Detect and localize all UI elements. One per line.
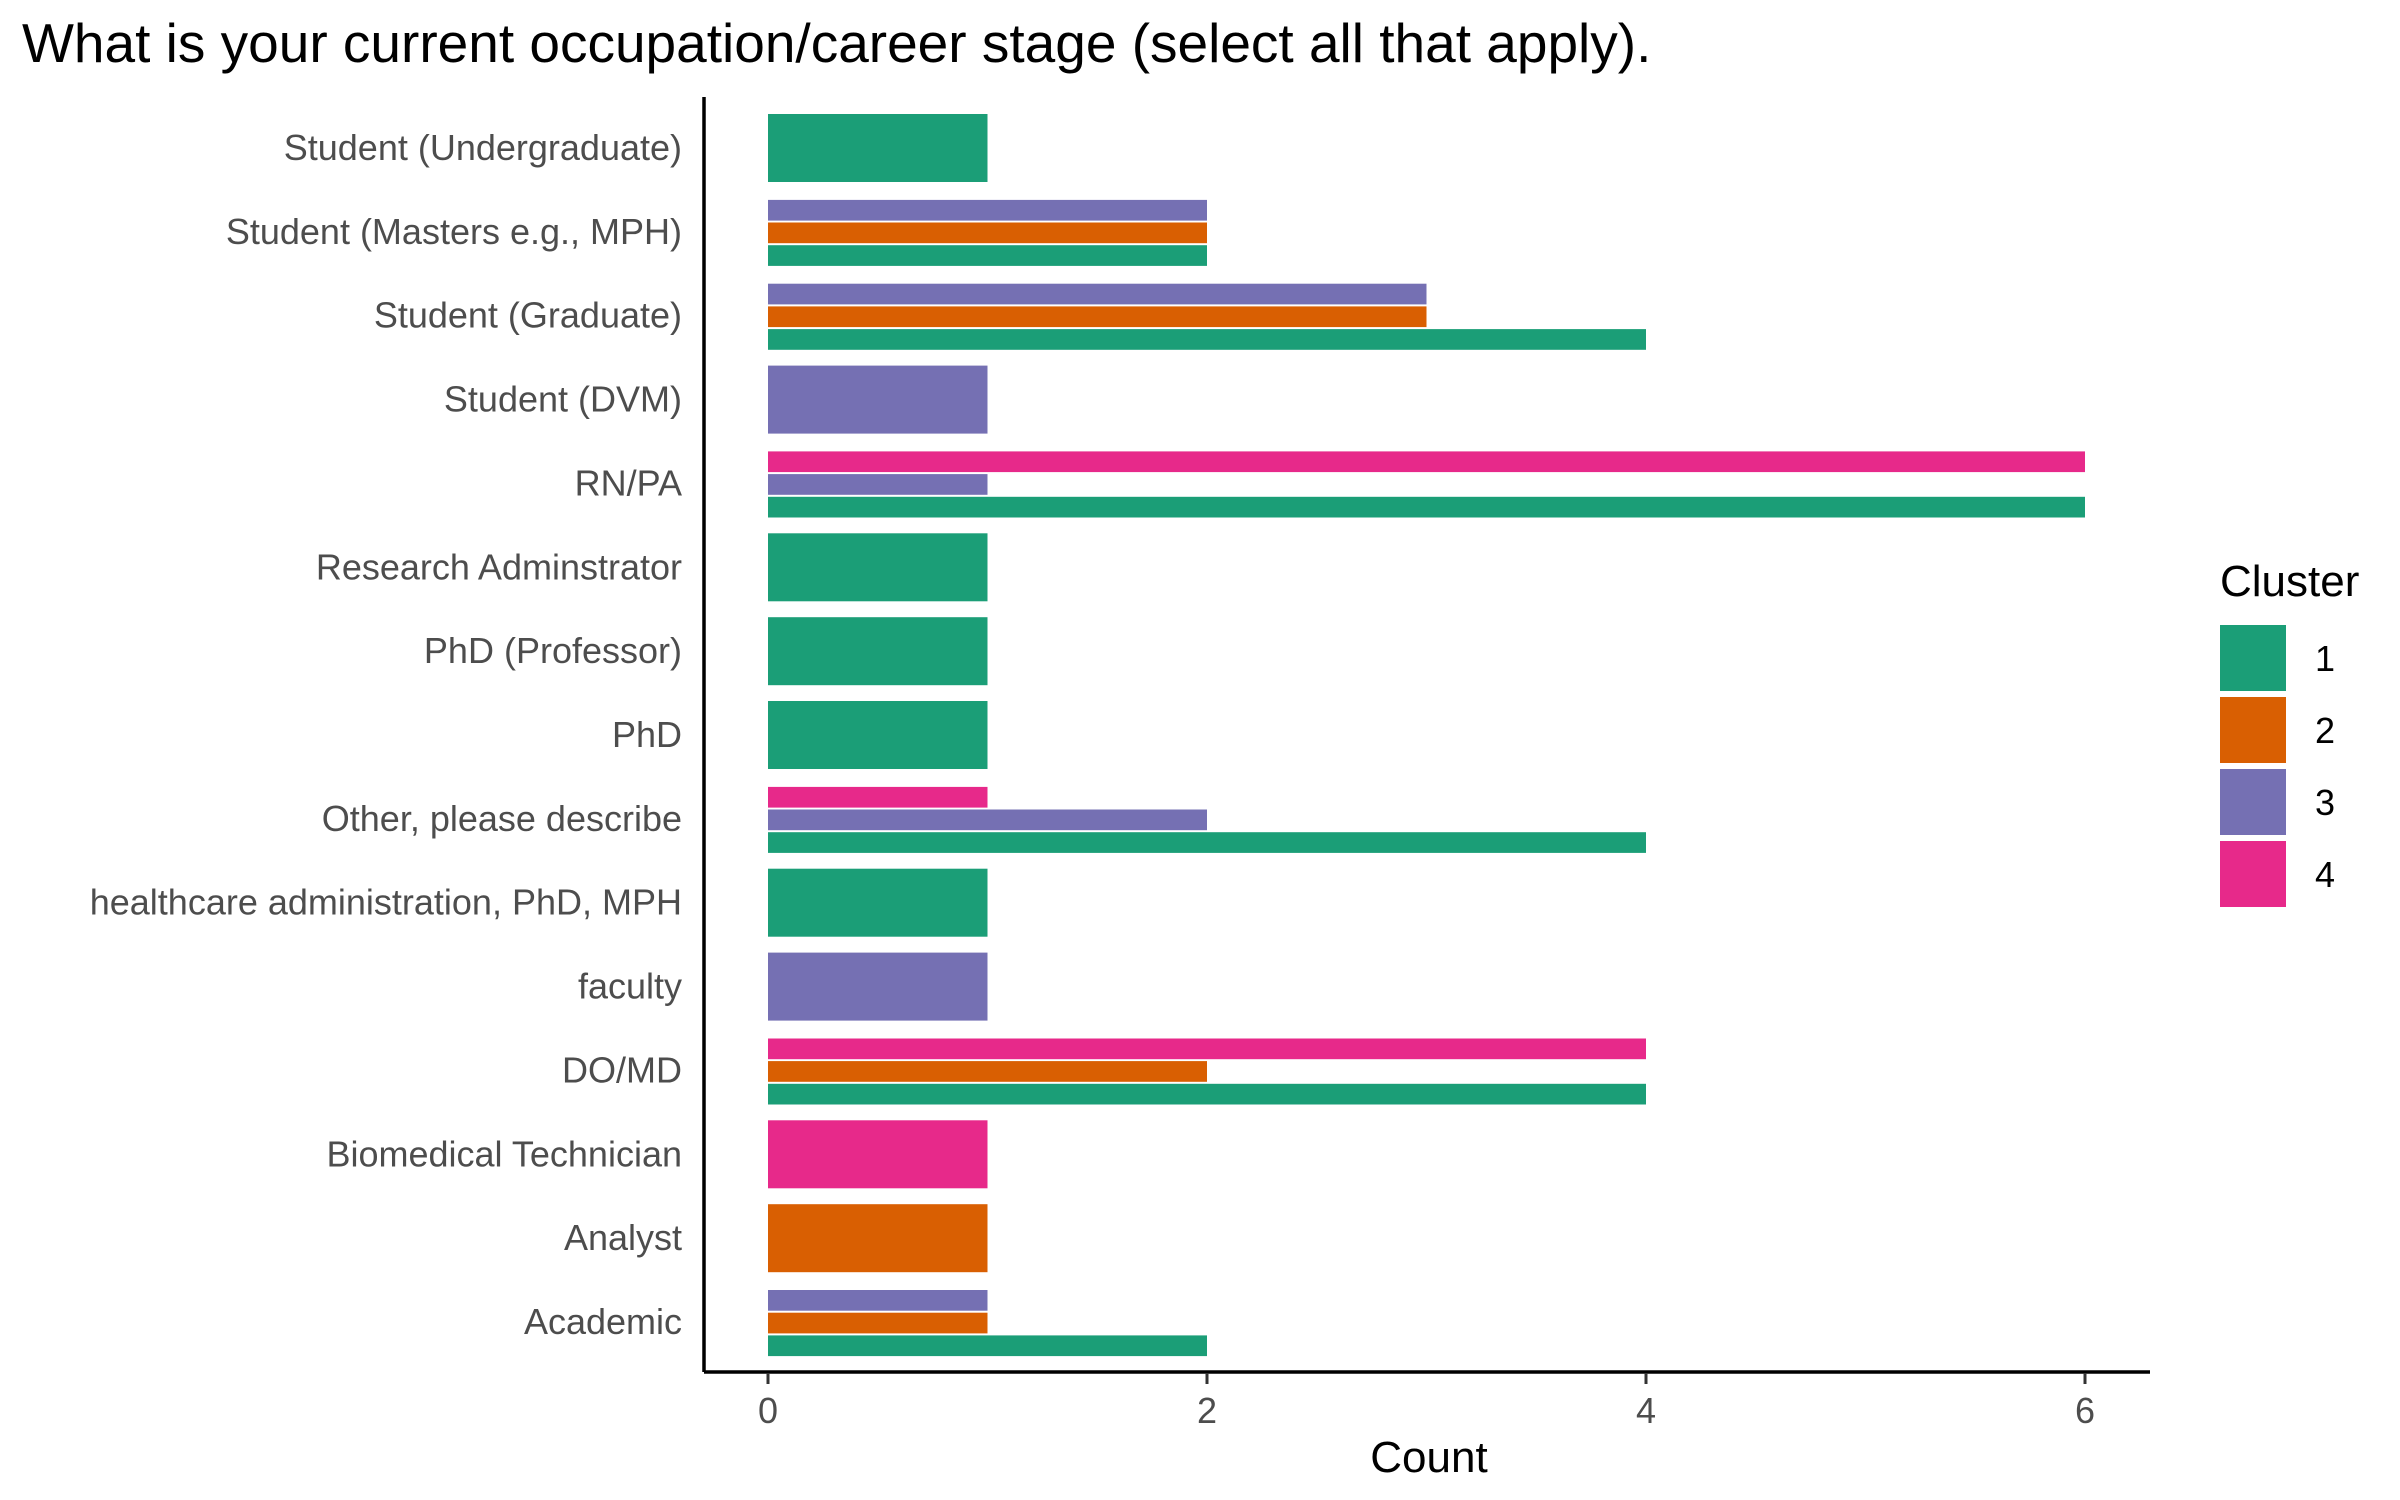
bar-academic-cluster-1 <box>768 1335 1207 1357</box>
x-tick-label: 0 <box>758 1390 778 1431</box>
legend-label-2: 2 <box>2315 710 2335 751</box>
legend-label-1: 1 <box>2315 638 2335 679</box>
bar-do-md-cluster-2 <box>768 1061 1207 1082</box>
category-label-biomedical-technician: Biomedical Technician <box>326 1133 682 1174</box>
bar-phd-professor-cluster-1 <box>768 617 988 686</box>
bar-rn-pa-cluster-4 <box>768 451 2085 473</box>
category-label-healthcare-administration-phd-mph: healthcare administration, PhD, MPH <box>90 882 682 923</box>
category-label-student-undergraduate: Student (Undergraduate) <box>284 127 682 168</box>
bar-student-graduate-cluster-3 <box>768 283 1427 305</box>
bar-academic-cluster-2 <box>768 1312 988 1334</box>
plot-area: Student (Undergraduate) Student (Masters … <box>90 114 2085 1357</box>
bar-phd-cluster-1 <box>768 701 988 769</box>
legend: Cluster 1 2 3 4 <box>2220 557 2359 907</box>
bar-other-please-describe-cluster-1 <box>768 832 1646 853</box>
legend-key-4 <box>2220 841 2286 907</box>
category-label-research-adminstrator: Research Adminstrator <box>316 546 682 587</box>
bar-academic-cluster-3 <box>768 1290 988 1311</box>
bar-other-please-describe-cluster-4 <box>768 786 988 808</box>
category-label-phd: PhD <box>612 714 682 755</box>
category-label-student-dvm: Student (DVM) <box>444 379 682 420</box>
bar-student-masters-e-g-mph-cluster-1 <box>768 245 1207 266</box>
x-tick-label: 4 <box>1636 1390 1656 1431</box>
x-tick-label: 2 <box>1197 1390 1217 1431</box>
category-label-analyst: Analyst <box>564 1217 682 1258</box>
bar-faculty-cluster-3 <box>768 952 988 1021</box>
bar-rn-pa-cluster-3 <box>768 474 988 495</box>
legend-key-2 <box>2220 697 2286 763</box>
legend-label-3: 3 <box>2315 782 2335 823</box>
bar-biomedical-technician-cluster-4 <box>768 1120 988 1189</box>
legend-key-1 <box>2220 625 2286 691</box>
bar-analyst-cluster-2 <box>768 1204 988 1273</box>
x-tick-label: 6 <box>2075 1390 2095 1431</box>
bar-student-masters-e-g-mph-cluster-3 <box>768 199 1207 221</box>
bar-healthcare-administration-phd-mph-cluster-1 <box>768 868 988 937</box>
bar-research-adminstrator-cluster-1 <box>768 533 988 602</box>
category-label-student-masters-e-g-mph: Student (Masters e.g., MPH) <box>226 211 682 252</box>
x-axis-ticks: 0 2 4 6 <box>758 1373 2095 1431</box>
category-label-student-graduate: Student (Graduate) <box>374 295 682 336</box>
category-label-faculty: faculty <box>578 966 682 1007</box>
bar-student-undergraduate-cluster-1 <box>768 114 988 182</box>
category-label-do-md: DO/MD <box>562 1049 682 1090</box>
chart-title: What is your current occupation/career s… <box>22 12 1651 74</box>
legend-label-4: 4 <box>2315 854 2335 895</box>
category-label-rn-pa: RN/PA <box>575 462 682 503</box>
bar-student-masters-e-g-mph-cluster-2 <box>768 222 1207 244</box>
bar-student-graduate-cluster-1 <box>768 329 1646 350</box>
bar-rn-pa-cluster-1 <box>768 496 2085 518</box>
bar-student-dvm-cluster-3 <box>768 365 988 434</box>
legend-key-3 <box>2220 769 2286 835</box>
category-label-phd-professor: PhD (Professor) <box>424 630 682 671</box>
bar-student-graduate-cluster-2 <box>768 306 1427 328</box>
bar-do-md-cluster-4 <box>768 1038 1646 1060</box>
bar-other-please-describe-cluster-3 <box>768 809 1207 831</box>
category-label-other-please-describe: Other, please describe <box>322 798 682 839</box>
x-axis-title: Count <box>1370 1433 1487 1482</box>
legend-title: Cluster <box>2220 557 2359 606</box>
category-label-academic: Academic <box>524 1301 682 1342</box>
bar-do-md-cluster-1 <box>768 1083 1646 1105</box>
